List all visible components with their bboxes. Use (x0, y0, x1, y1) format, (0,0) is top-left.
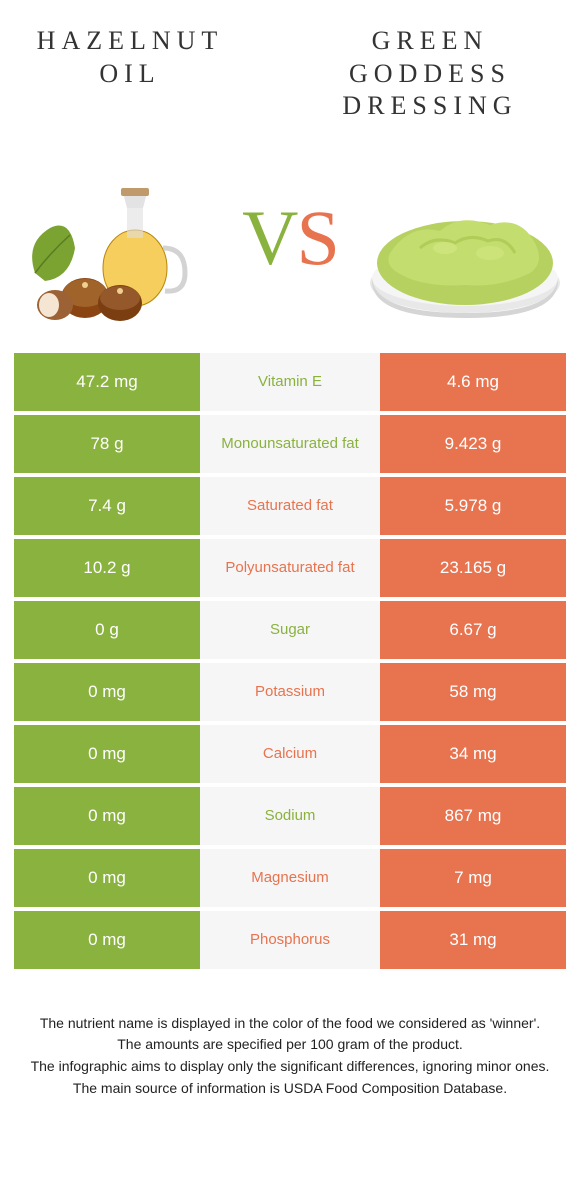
hazelnut-oil-image (10, 148, 220, 328)
vs-text: V S (242, 193, 338, 283)
header-row: Hazelnut oil Green goddess dressing (0, 0, 580, 133)
table-row: 0 gSugar6.67 g (14, 601, 566, 659)
cell-nutrient-label: Magnesium (200, 849, 380, 907)
vs-s: S (296, 193, 337, 283)
cell-nutrient-label: Calcium (200, 725, 380, 783)
table-row: 0 mgCalcium34 mg (14, 725, 566, 783)
table-row: 10.2 gPolyunsaturated fat23.165 g (14, 539, 566, 597)
title-right: Green goddess dressing (310, 25, 550, 123)
table-row: 0 mgMagnesium7 mg (14, 849, 566, 907)
footer-line-1: The nutrient name is displayed in the co… (30, 1013, 550, 1035)
table-row: 78 gMonounsaturated fat9.423 g (14, 415, 566, 473)
cell-nutrient-label: Saturated fat (200, 477, 380, 535)
title-left: Hazelnut oil (30, 25, 230, 90)
cell-right-value: 23.165 g (380, 539, 566, 597)
title-left-line2: oil (99, 59, 160, 88)
cell-left-value: 0 mg (14, 663, 200, 721)
title-right-line3: dressing (342, 91, 517, 120)
cell-left-value: 0 mg (14, 725, 200, 783)
table-row: 0 mgPotassium58 mg (14, 663, 566, 721)
green-goddess-icon (360, 153, 570, 323)
cell-left-value: 10.2 g (14, 539, 200, 597)
vs-v: V (242, 193, 296, 283)
cell-left-value: 78 g (14, 415, 200, 473)
cell-right-value: 9.423 g (380, 415, 566, 473)
cell-left-value: 0 mg (14, 849, 200, 907)
cell-nutrient-label: Vitamin E (200, 353, 380, 411)
table-row: 0 mgSodium867 mg (14, 787, 566, 845)
cell-nutrient-label: Polyunsaturated fat (200, 539, 380, 597)
cell-right-value: 7 mg (380, 849, 566, 907)
nutrient-table: 47.2 mgVitamin E4.6 mg78 gMonounsaturate… (0, 353, 580, 969)
table-row: 7.4 gSaturated fat5.978 g (14, 477, 566, 535)
title-right-line2: goddess (349, 59, 511, 88)
green-goddess-image (360, 148, 570, 328)
footer-notes: The nutrient name is displayed in the co… (0, 973, 580, 1100)
cell-nutrient-label: Monounsaturated fat (200, 415, 380, 473)
cell-left-value: 0 g (14, 601, 200, 659)
hazelnut-oil-icon (15, 153, 215, 323)
infographic-container: Hazelnut oil Green goddess dressing (0, 0, 580, 1099)
cell-right-value: 6.67 g (380, 601, 566, 659)
cell-nutrient-label: Sodium (200, 787, 380, 845)
cell-right-value: 4.6 mg (380, 353, 566, 411)
footer-line-4: The main source of information is USDA F… (30, 1078, 550, 1100)
cell-right-value: 58 mg (380, 663, 566, 721)
table-row: 47.2 mgVitamin E4.6 mg (14, 353, 566, 411)
images-row: V S (0, 133, 580, 353)
cell-nutrient-label: Sugar (200, 601, 380, 659)
cell-right-value: 34 mg (380, 725, 566, 783)
vs-box: V S (242, 193, 338, 283)
title-right-line1: Green (372, 26, 489, 55)
cell-right-value: 5.978 g (380, 477, 566, 535)
title-left-line1: Hazelnut (37, 26, 224, 55)
cell-nutrient-label: Potassium (200, 663, 380, 721)
table-row: 0 mgPhosphorus31 mg (14, 911, 566, 969)
cell-right-value: 31 mg (380, 911, 566, 969)
cell-nutrient-label: Phosphorus (200, 911, 380, 969)
cell-left-value: 0 mg (14, 911, 200, 969)
cell-left-value: 7.4 g (14, 477, 200, 535)
cell-left-value: 47.2 mg (14, 353, 200, 411)
footer-line-2: The amounts are specified per 100 gram o… (30, 1034, 550, 1056)
cell-left-value: 0 mg (14, 787, 200, 845)
cell-right-value: 867 mg (380, 787, 566, 845)
footer-line-3: The infographic aims to display only the… (30, 1056, 550, 1078)
